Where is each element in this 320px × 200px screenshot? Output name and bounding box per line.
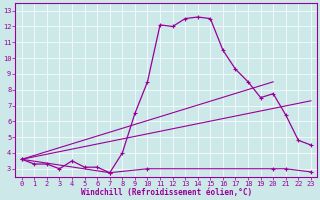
- X-axis label: Windchill (Refroidissement éolien,°C): Windchill (Refroidissement éolien,°C): [81, 188, 252, 197]
